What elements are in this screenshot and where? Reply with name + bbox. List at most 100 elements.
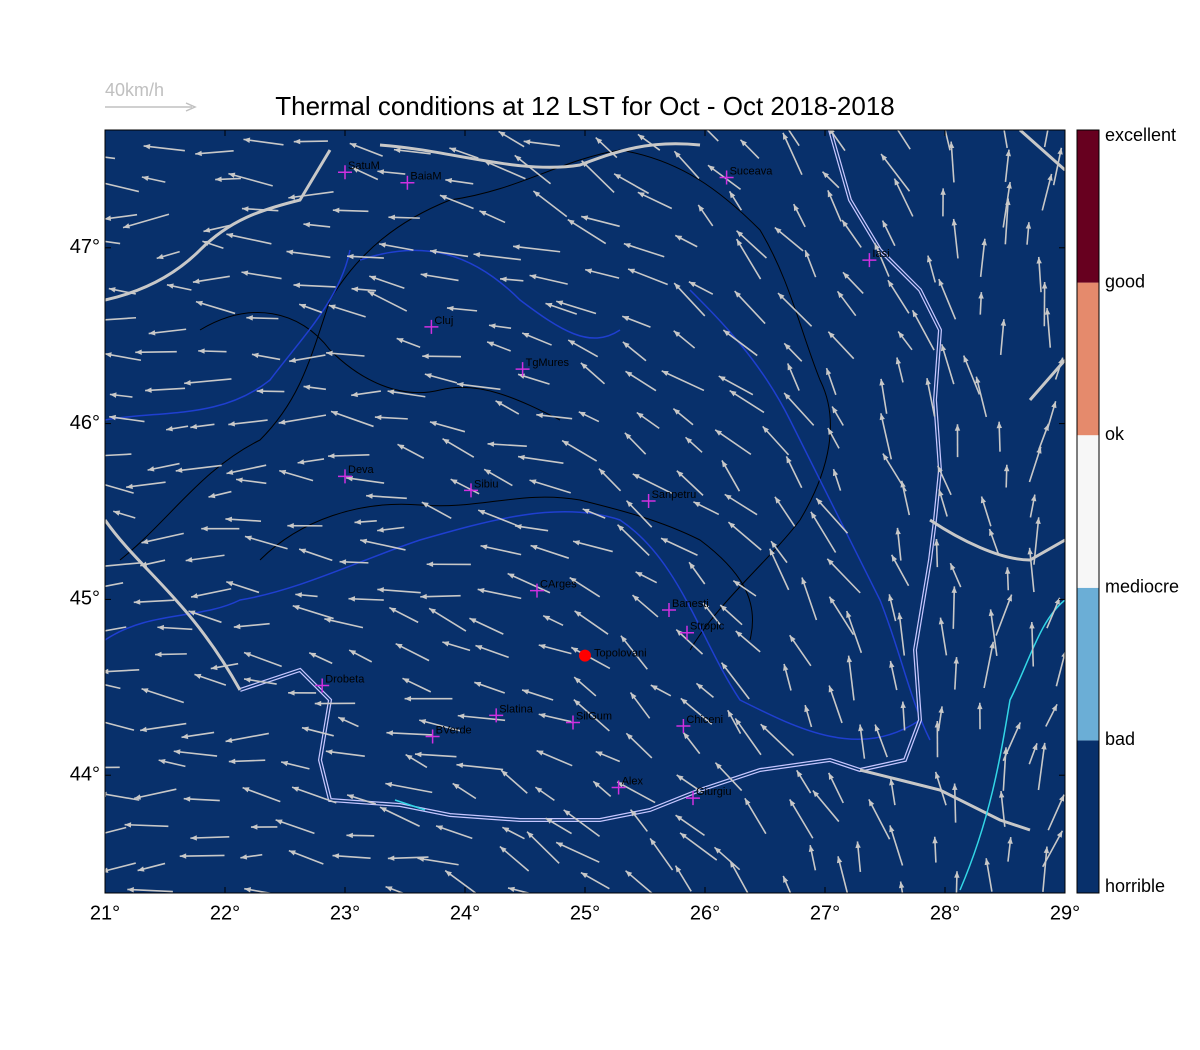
- wind-arrow-head: [832, 406, 838, 414]
- wind-arrow: [887, 279, 910, 314]
- wind-arrow: [530, 544, 570, 559]
- wind-arrow-head: [85, 834, 92, 839]
- wind-arrows: [85, 130, 1065, 907]
- wind-arrow-head: [585, 268, 593, 274]
- wind-arrow: [379, 806, 420, 827]
- wind-arrow-head: [897, 612, 903, 620]
- wind-arrow: [105, 182, 140, 193]
- wind-arrow-head: [183, 796, 191, 802]
- wind-arrow-head: [674, 283, 681, 290]
- wind-arrow-head: [988, 609, 995, 617]
- wind-arrow-head: [289, 357, 297, 363]
- wind-arrow-head: [879, 413, 885, 421]
- wind-arrow-head: [141, 538, 149, 545]
- wind-arrow-head: [626, 500, 633, 508]
- wind-arrow-head: [244, 652, 252, 658]
- wind-arrow-head: [347, 253, 354, 260]
- wind-arrow-head: [804, 705, 810, 713]
- wind-arrow: [480, 897, 518, 907]
- wind-arrow-head: [676, 629, 683, 636]
- wind-arrow-head: [894, 178, 900, 186]
- wind-arrow-head: [836, 856, 843, 864]
- wind-arrow-head: [331, 410, 338, 417]
- wind-arrow: [513, 245, 561, 253]
- wind-arrow-head: [617, 524, 625, 532]
- wind-arrow-head: [349, 650, 357, 656]
- x-tick-label: 28°: [930, 902, 960, 924]
- wind-arrow-head: [887, 280, 894, 288]
- wind-arrow-head: [828, 772, 834, 780]
- wind-arrow: [845, 610, 863, 654]
- wind-arrow-head: [113, 510, 121, 516]
- wind-arrow-head: [141, 175, 149, 182]
- wind-arrow: [889, 825, 904, 866]
- wind-arrow-head: [105, 791, 107, 798]
- wind-arrow: [1047, 794, 1065, 831]
- wind-arrow-head: [622, 341, 630, 349]
- colorbar-frame: [1076, 129, 1100, 894]
- wind-arrow-head: [507, 573, 515, 579]
- wind-arrow: [477, 588, 522, 600]
- wind-arrow: [714, 429, 752, 456]
- wind-arrow: [734, 290, 766, 325]
- wind-arrow-head: [538, 643, 546, 650]
- wind-arrow-head: [623, 243, 631, 249]
- wind-arrow-head: [105, 867, 109, 873]
- wind-arrow-head: [198, 348, 205, 354]
- wind-arrow: [567, 218, 607, 245]
- wind-arrow-head: [166, 426, 173, 432]
- wind-arrow-head: [325, 749, 333, 755]
- wind-arrow-head: [673, 330, 681, 337]
- wind-arrow-head: [676, 470, 684, 478]
- wind-arrow-head: [518, 454, 525, 461]
- wind-arrow-head: [275, 819, 283, 825]
- wind-arrow-head: [499, 846, 507, 853]
- wind-arrow: [122, 213, 170, 229]
- wind-arrow-head: [195, 150, 202, 157]
- wind-arrow-head: [932, 836, 938, 844]
- wind-arrow: [620, 635, 648, 670]
- wind-arrow-head: [1043, 423, 1049, 431]
- wind-arrow-head: [385, 782, 393, 788]
- wind-arrow-head: [581, 215, 589, 221]
- wind-arrow-head: [188, 610, 196, 616]
- wind-arrow-head: [771, 541, 778, 549]
- wind-arrow-head: [925, 378, 931, 386]
- wind-arrow-head: [581, 160, 589, 168]
- wind-arrow: [195, 300, 236, 315]
- wind-arrow-head: [480, 544, 488, 550]
- wind-arrow-head: [720, 604, 727, 612]
- wind-arrow-head: [241, 270, 249, 276]
- wind-arrow: [141, 532, 184, 544]
- wind-arrow: [783, 392, 815, 426]
- wind-arrow-head: [736, 239, 743, 247]
- wind-arrow: [105, 156, 116, 160]
- wind-arrow-head: [1036, 446, 1042, 454]
- wind-arrow-head: [241, 206, 249, 212]
- wind-arrow-head: [675, 815, 683, 822]
- wind-arrow: [105, 626, 127, 632]
- wind-arrow-head: [228, 758, 236, 765]
- wind-arrow-head: [1005, 198, 1011, 206]
- wind-arrow-head: [514, 524, 522, 530]
- wind-arrow-head: [445, 870, 452, 877]
- wind-arrow-head: [703, 602, 710, 610]
- wind-arrow-head: [769, 548, 775, 556]
- wind-arrow: [570, 646, 611, 670]
- wind-arrow-head: [366, 493, 373, 499]
- wind-arrow-head: [88, 153, 95, 158]
- wind-arrow-head: [977, 702, 983, 710]
- wind-arrow-head: [250, 824, 258, 830]
- wind-arrow-head: [953, 657, 959, 664]
- wind-arrow-head: [109, 414, 116, 421]
- wind-arrow: [563, 809, 601, 838]
- wind-arrow: [360, 539, 406, 551]
- wind-arrow: [787, 130, 800, 147]
- wind-arrow-head: [1002, 747, 1009, 754]
- wind-arrow-head: [529, 274, 537, 280]
- x-tick-label: 22°: [210, 902, 240, 924]
- wind-arrow-head: [299, 548, 307, 554]
- station-marker: [862, 253, 877, 268]
- wind-arrow-head: [980, 496, 987, 504]
- wind-arrow-head: [1005, 149, 1012, 157]
